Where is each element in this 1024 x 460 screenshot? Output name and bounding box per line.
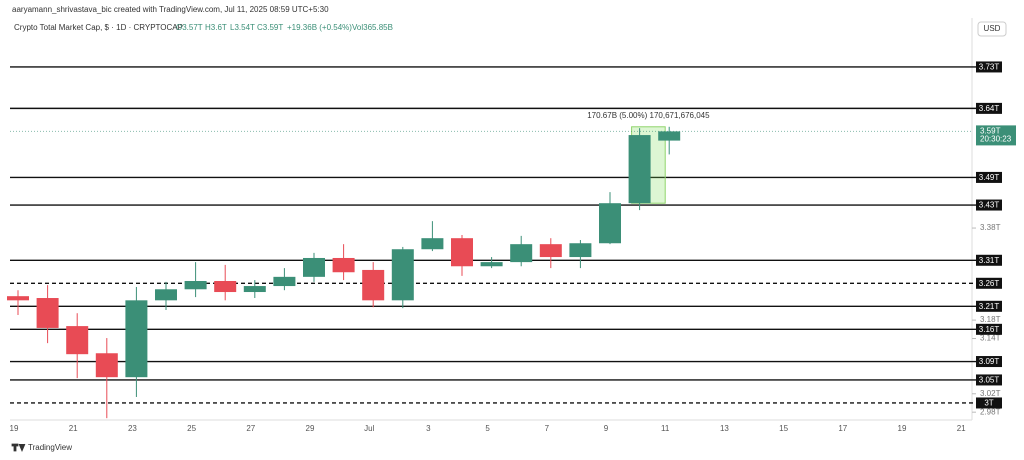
x-tick-label: 3 <box>426 424 431 433</box>
y-tick-label: 2.98T <box>980 407 1001 416</box>
candle-body <box>628 135 651 204</box>
candle-body <box>599 203 621 244</box>
candle-body <box>243 286 266 293</box>
level-label: 3.26T <box>979 279 1000 288</box>
x-tick-label: 29 <box>306 424 315 433</box>
candle-body <box>273 276 296 287</box>
candle-body <box>214 280 237 293</box>
x-tick-label: 11 <box>661 424 670 433</box>
candle-body <box>36 298 59 328</box>
ohlc-legend: O3.57T H3.6T L3.54T C3.59T +19.36B (+0.5… <box>176 23 393 32</box>
candle-body <box>184 280 207 290</box>
candle-body <box>451 238 473 267</box>
candle-body <box>66 326 89 355</box>
close: C3.59T <box>257 23 283 32</box>
candle-body <box>391 249 414 301</box>
x-tick-label: 21 <box>957 424 966 433</box>
x-tick-label: 21 <box>69 424 78 433</box>
high: H3.6T <box>205 23 227 32</box>
candle-body <box>569 243 592 258</box>
level-label-box <box>976 254 1002 266</box>
countdown: 20:30:23 <box>980 135 1012 144</box>
candle-body <box>125 300 148 378</box>
level-label-box <box>976 102 1002 114</box>
level-label: 3.64T <box>979 104 1000 113</box>
x-tick-label: Jul <box>364 424 374 433</box>
current-price-label: 3.59T <box>980 127 1001 136</box>
current-price-box <box>976 125 1016 146</box>
level-label: 3.43T <box>979 201 1000 210</box>
level-label: 3.31T <box>979 256 1000 265</box>
header: aaryamann_shrivastava_bic created with T… <box>12 5 329 14</box>
level-label: 3.21T <box>979 302 1000 311</box>
x-tick-label: 17 <box>838 424 847 433</box>
measure-label: 170.67B (5.00%) 170,671,676,045 <box>587 111 710 120</box>
candle-body <box>7 296 29 301</box>
level-label: 3.09T <box>979 357 1000 366</box>
candle-body <box>303 257 325 277</box>
level-label-box <box>976 300 1002 312</box>
level-label: 3.49T <box>979 173 1000 182</box>
open: O3.57T <box>176 23 203 32</box>
currency[interactable]: USD <box>984 24 1001 33</box>
chart-title: Crypto Total Market Cap, $ · 1D · CRYPTO… <box>14 23 183 32</box>
x-tick-label: 7 <box>545 424 550 433</box>
x-tick-label: 5 <box>485 424 490 433</box>
y-tick-label: 3.38T <box>980 223 1001 232</box>
candle-body <box>332 257 355 273</box>
y-tick-label: 3.02T <box>980 389 1001 398</box>
x-tick-label: 23 <box>128 424 137 433</box>
x-tick-label: 19 <box>10 424 19 433</box>
level-label-box <box>976 397 1002 409</box>
candle-body <box>421 238 444 250</box>
brand-logo <box>11 443 26 453</box>
candle-body <box>95 353 118 378</box>
x-tick-label: 25 <box>187 424 196 433</box>
candle-body <box>480 262 503 267</box>
candle-body <box>510 244 533 263</box>
currency-button[interactable] <box>977 21 1007 37</box>
candle-body <box>362 269 385 301</box>
candle-body <box>155 289 177 301</box>
x-tick-label: 9 <box>604 424 609 433</box>
level-label-box <box>976 171 1002 183</box>
volume: Vol365.85B <box>352 23 393 32</box>
y-tick-label: 3.14T <box>980 334 1001 343</box>
level-label-box <box>976 374 1002 386</box>
level-label: 3.73T <box>979 63 1000 72</box>
candle-body <box>658 131 681 141</box>
level-label-box <box>976 199 1002 211</box>
brand: TradingView <box>28 443 72 452</box>
candle-body <box>539 244 562 258</box>
low: L3.54T <box>230 23 255 32</box>
level-label: 3.05T <box>979 376 1000 385</box>
level-label-box <box>976 61 1002 73</box>
level-label-box <box>976 323 1002 335</box>
x-tick-label: 19 <box>898 424 907 433</box>
change: +19.36B (+0.54%) <box>287 23 352 32</box>
x-tick-label: 13 <box>720 424 729 433</box>
level-label-box <box>976 356 1002 368</box>
level-label-box <box>976 277 1002 289</box>
x-tick-label: 15 <box>779 424 788 433</box>
level-label: 3.16T <box>979 325 1000 334</box>
y-tick-label: 3.18T <box>980 315 1001 324</box>
level-label: 3T <box>984 399 993 408</box>
x-tick-label: 27 <box>246 424 255 433</box>
